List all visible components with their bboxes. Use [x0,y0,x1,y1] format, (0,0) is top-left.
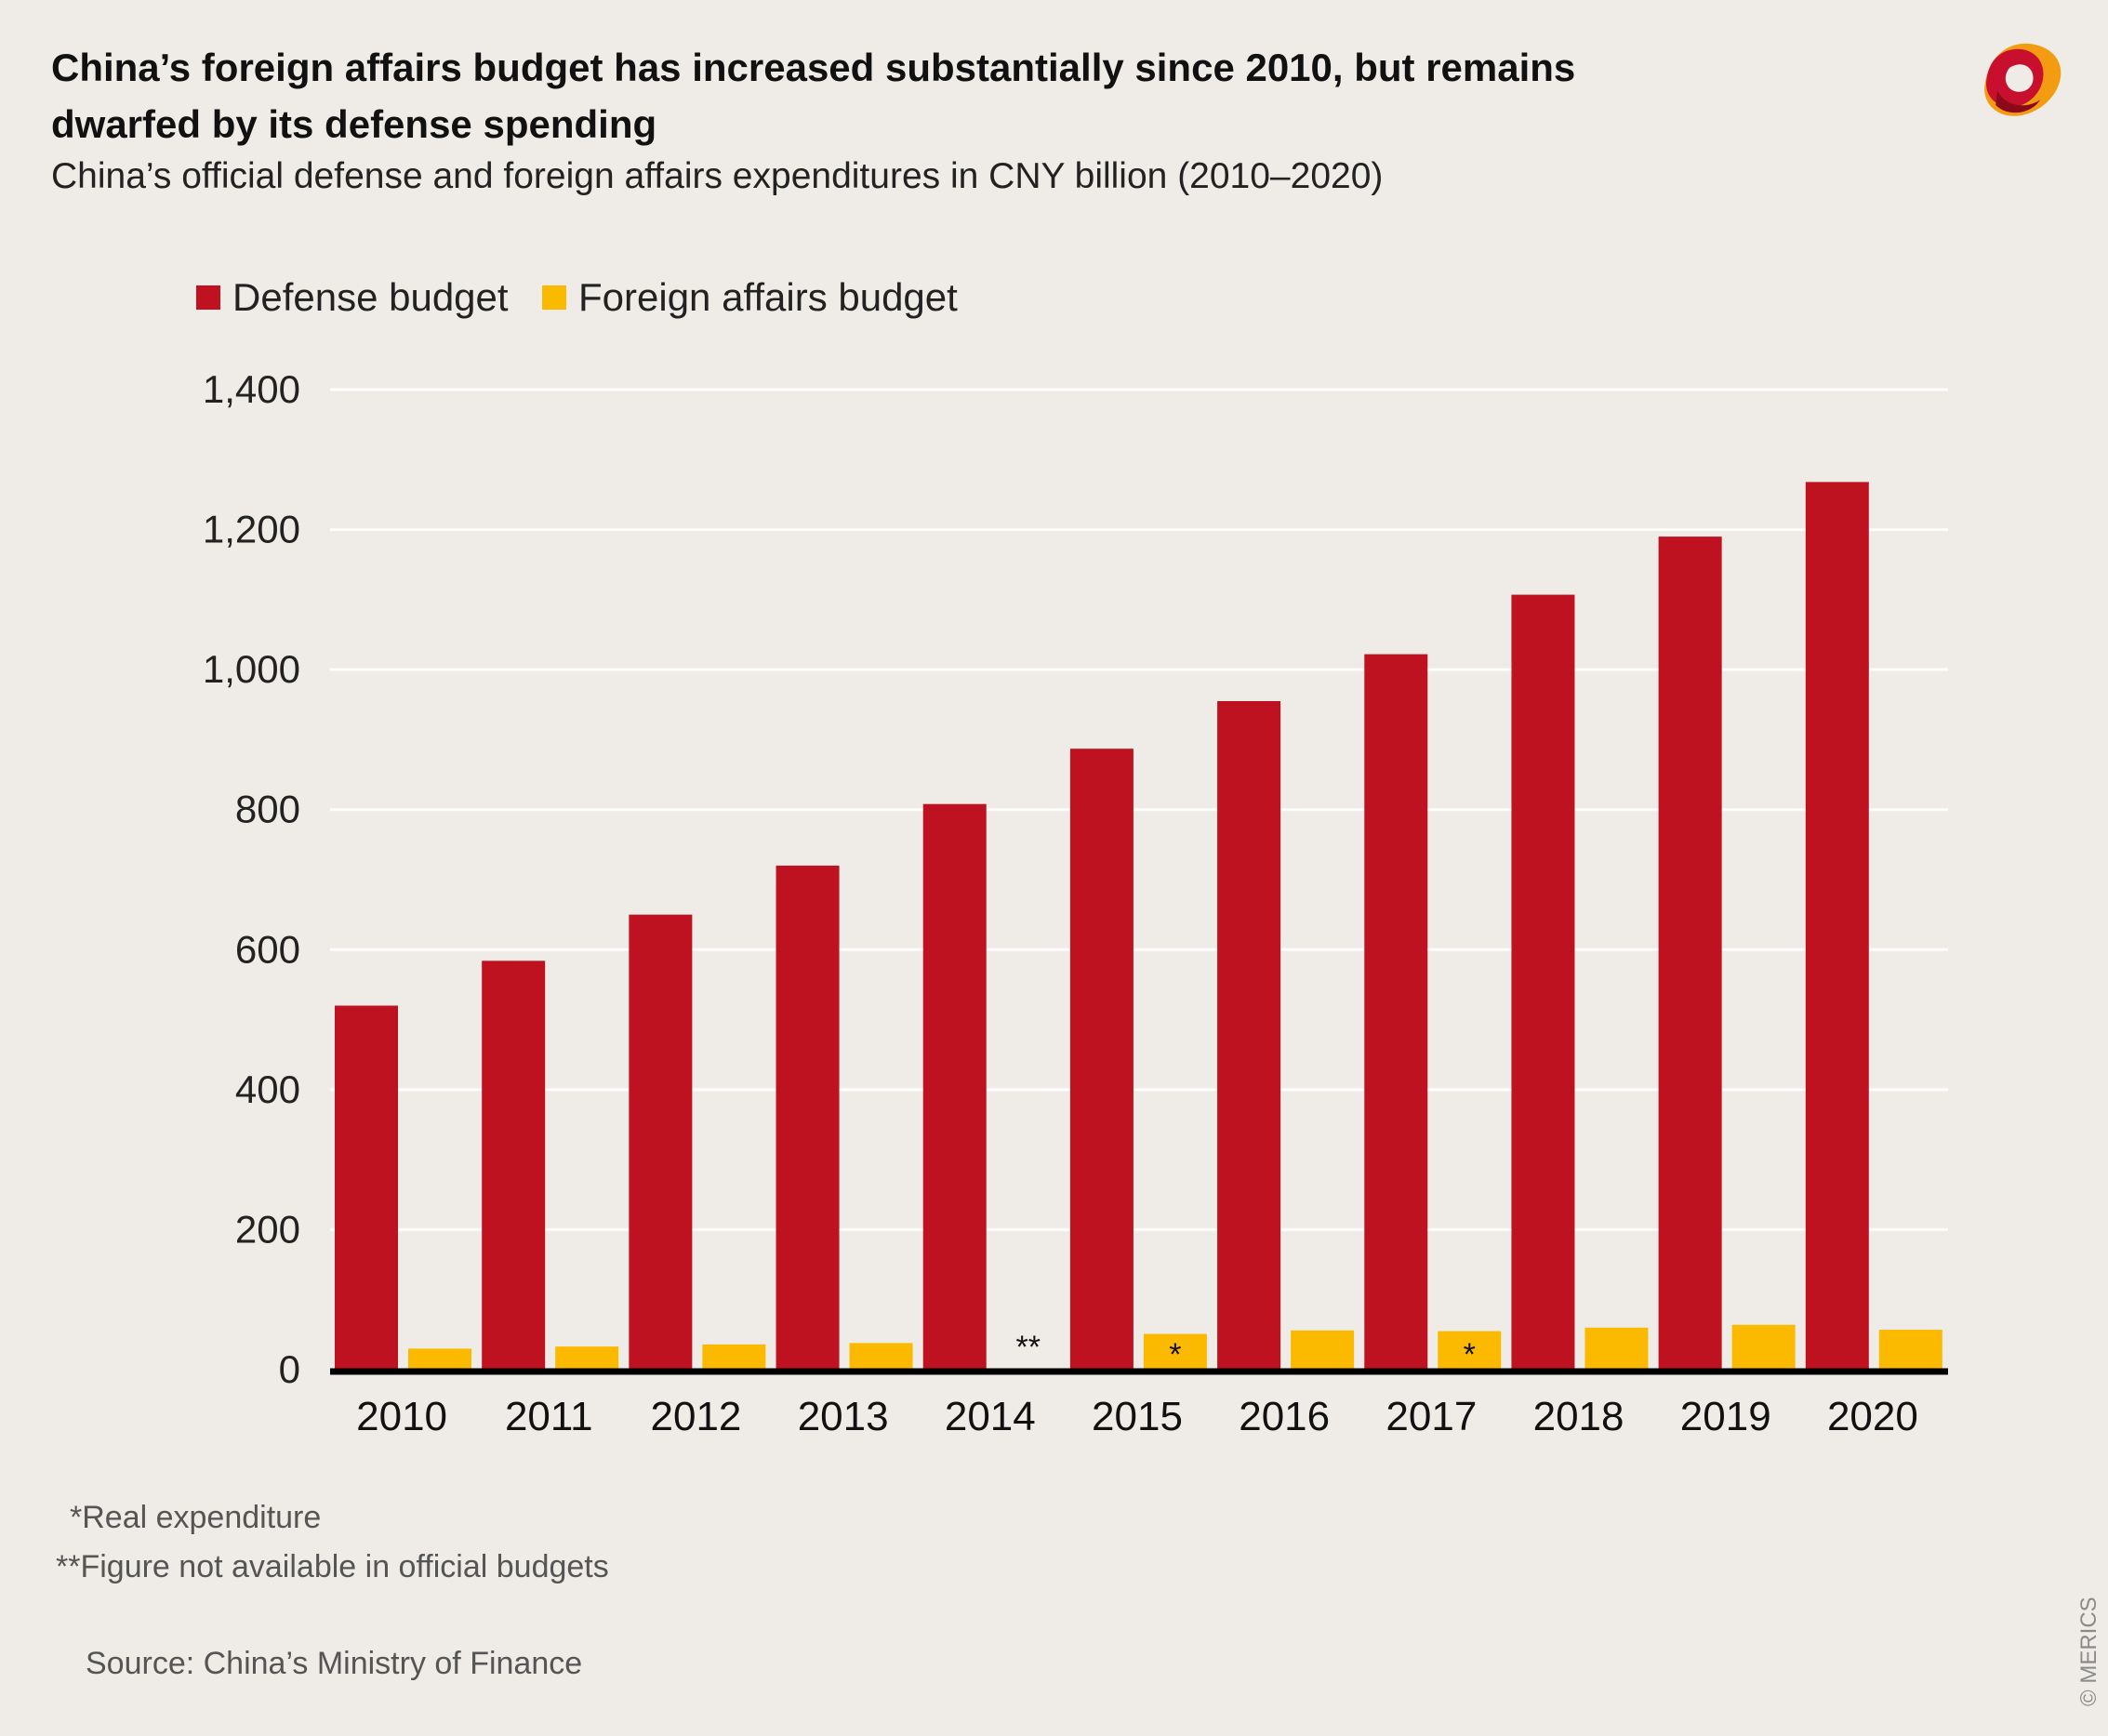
bar-annotation: ** [1015,1330,1040,1365]
y-tick-label: 1,200 [203,508,300,551]
defense-bar [1069,749,1134,1370]
legend-label-foreign-affairs: Foreign affairs budget [578,275,958,319]
x-tick-label: 2020 [1827,1394,1918,1439]
x-axis-labels: 2010 2011 2012 2013 2014 2015 2016 2017 2018 2019… [356,1394,1918,1439]
legend-swatch-defense [196,285,220,310]
foreign-affairs-bar [1584,1327,1649,1370]
foreign-affairs-bar [1731,1324,1796,1370]
foreign-affairs-bar [702,1344,766,1370]
x-tick-label: 2012 [651,1394,742,1439]
x-tick-label: 2018 [1533,1394,1624,1439]
foreign-affairs-bar [1291,1330,1355,1370]
defense-bar [922,803,987,1370]
foreign-affairs-bar [1878,1330,1942,1370]
x-tick-label: 2014 [945,1394,1036,1439]
copyright: © MERICS [2076,1597,2101,1706]
x-tick-label: 2013 [798,1394,889,1439]
chart-title: China’s foreign affairs budget has incre… [51,46,1576,146]
chart-subtitle: China’s official defense and foreign aff… [51,156,1384,196]
defense-bar [1364,654,1428,1370]
x-tick-label: 2015 [1092,1394,1183,1439]
footnote-real-expenditure: *Real expenditure [70,1500,322,1535]
defense-bar [1658,537,1722,1370]
foreign-affairs-bar [1143,1333,1207,1370]
annotations: ** * * [1015,1330,1475,1372]
defense-bar [482,961,546,1370]
legend: Defense budget Foreign affairs budget [196,275,958,319]
y-tick-label: 200 [235,1207,300,1251]
foreign-affairs-bar [555,1346,619,1370]
x-tick-label: 2011 [505,1394,593,1439]
x-tick-label: 2016 [1239,1394,1330,1439]
footnote-not-available: **Figure not available in official budge… [56,1549,609,1584]
defense-bar [1217,701,1281,1370]
x-tick-label: 2010 [356,1394,447,1439]
y-tick-label: 400 [235,1067,300,1111]
defense-bar [1805,482,1869,1370]
legend-label-defense: Defense budget [232,275,509,319]
y-tick-label: 0 [279,1347,300,1391]
y-tick-label: 800 [235,788,300,831]
y-tick-label: 1,400 [203,367,300,411]
y-tick-label: 1,000 [203,647,300,691]
defense-bar [335,1005,398,1370]
bar-annotation: * [1464,1337,1476,1372]
foreign-affairs-bar [1438,1331,1502,1370]
bars [335,482,1942,1370]
foreign-affairs-bar [408,1348,471,1370]
y-axis-labels: 0 200 400 600 800 1,000 1,200 1,400 [203,367,300,1391]
x-tick-label: 2017 [1385,1394,1477,1439]
foreign-affairs-bar [849,1343,913,1370]
merics-logo-icon [1984,43,2062,116]
defense-bar [629,914,693,1370]
bar-annotation: * [1169,1337,1181,1372]
y-tick-label: 600 [235,927,300,971]
source-note: Source: China’s Ministry of Finance [86,1646,583,1681]
defense-bar [776,865,840,1370]
x-tick-label: 2019 [1680,1394,1771,1439]
legend-swatch-foreign-affairs [542,285,566,310]
defense-bar [1511,594,1575,1370]
